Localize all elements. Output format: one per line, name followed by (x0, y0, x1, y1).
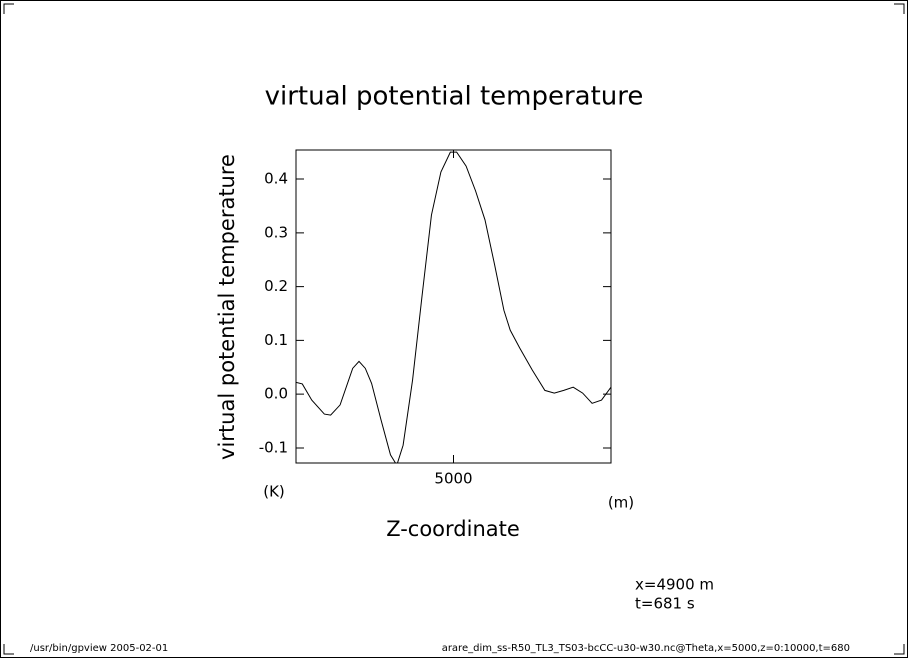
y-tick-label: -0.1 (259, 438, 288, 456)
corner-marks (3, 3, 905, 655)
footer-right: arare_dim_ss-R50_TL3_TS03-bcCC-u30-w30.n… (442, 643, 850, 654)
footer-left: /usr/bin/gpview 2005-02-01 (30, 643, 168, 654)
annotation: t=681 s (635, 595, 695, 613)
x-unit: (m) (608, 494, 634, 512)
y-tick-label: 0.2 (264, 277, 288, 295)
x-tick-label: 5000 (434, 470, 472, 488)
chart-title: virtual potential temperature (265, 82, 644, 112)
data-line (296, 151, 611, 463)
y-unit: (K) (263, 483, 285, 501)
y-tick-label: 0.0 (264, 385, 288, 403)
y-tick-label: 0.3 (264, 223, 288, 241)
annotation: x=4900 m (635, 576, 714, 594)
y-axis-label: virtual potential temperature (215, 154, 239, 460)
y-tick-label: 0.4 (264, 170, 288, 188)
y-tick-label: 0.1 (264, 331, 288, 349)
x-axis-label: Z-coordinate (386, 517, 520, 541)
